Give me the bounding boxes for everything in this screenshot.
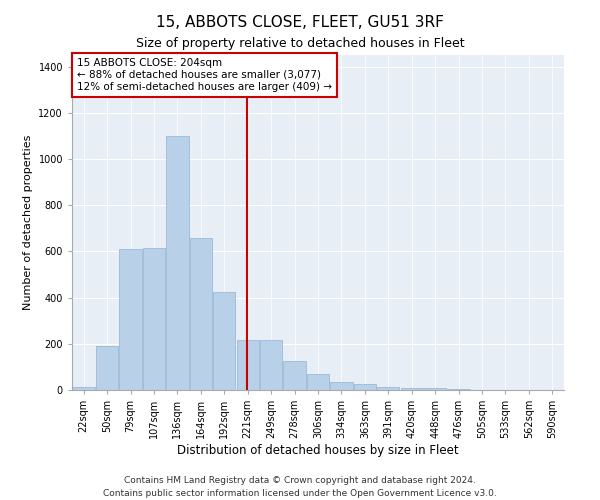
Bar [73,386,95,390]
Y-axis label: Number of detached properties: Number of detached properties [23,135,33,310]
Text: Size of property relative to detached houses in Fleet: Size of property relative to detached ho… [136,38,464,51]
Bar [190,238,212,390]
Bar [377,386,400,390]
Bar [307,374,329,390]
Text: Contains HM Land Registry data © Crown copyright and database right 2024.: Contains HM Land Registry data © Crown c… [124,476,476,485]
Text: Contains public sector information licensed under the Open Government Licence v3: Contains public sector information licen… [103,488,497,498]
Bar [143,248,165,390]
Bar [213,292,235,390]
Bar [96,346,118,390]
X-axis label: Distribution of detached houses by size in Fleet: Distribution of detached houses by size … [177,444,459,457]
Bar [283,361,305,390]
Bar [119,249,142,390]
Text: 15 ABBOTS CLOSE: 204sqm
← 88% of detached houses are smaller (3,077)
12% of semi: 15 ABBOTS CLOSE: 204sqm ← 88% of detache… [77,58,332,92]
Bar [260,340,282,390]
Bar [236,340,259,390]
Text: 15, ABBOTS CLOSE, FLEET, GU51 3RF: 15, ABBOTS CLOSE, FLEET, GU51 3RF [156,15,444,30]
Bar [424,388,446,390]
Bar [331,382,353,390]
Bar [401,388,423,390]
Bar [166,136,188,390]
Bar [354,384,376,390]
